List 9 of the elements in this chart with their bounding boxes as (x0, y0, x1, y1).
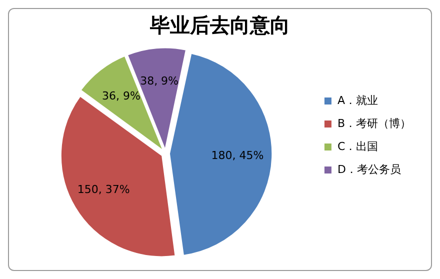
legend-label: A．就业 (337, 94, 378, 107)
chart-title: 毕业后去向意向 (149, 13, 290, 38)
legend-label: C．出国 (337, 140, 378, 153)
data-label: 36, 9% (102, 90, 140, 103)
legend-label: B．考研（博） (337, 116, 411, 130)
legend-label: D．考公务员 (337, 162, 401, 176)
data-label: 38, 9% (140, 74, 179, 88)
data-label: 150, 37% (77, 183, 130, 196)
data-label: 180, 45% (211, 149, 264, 162)
